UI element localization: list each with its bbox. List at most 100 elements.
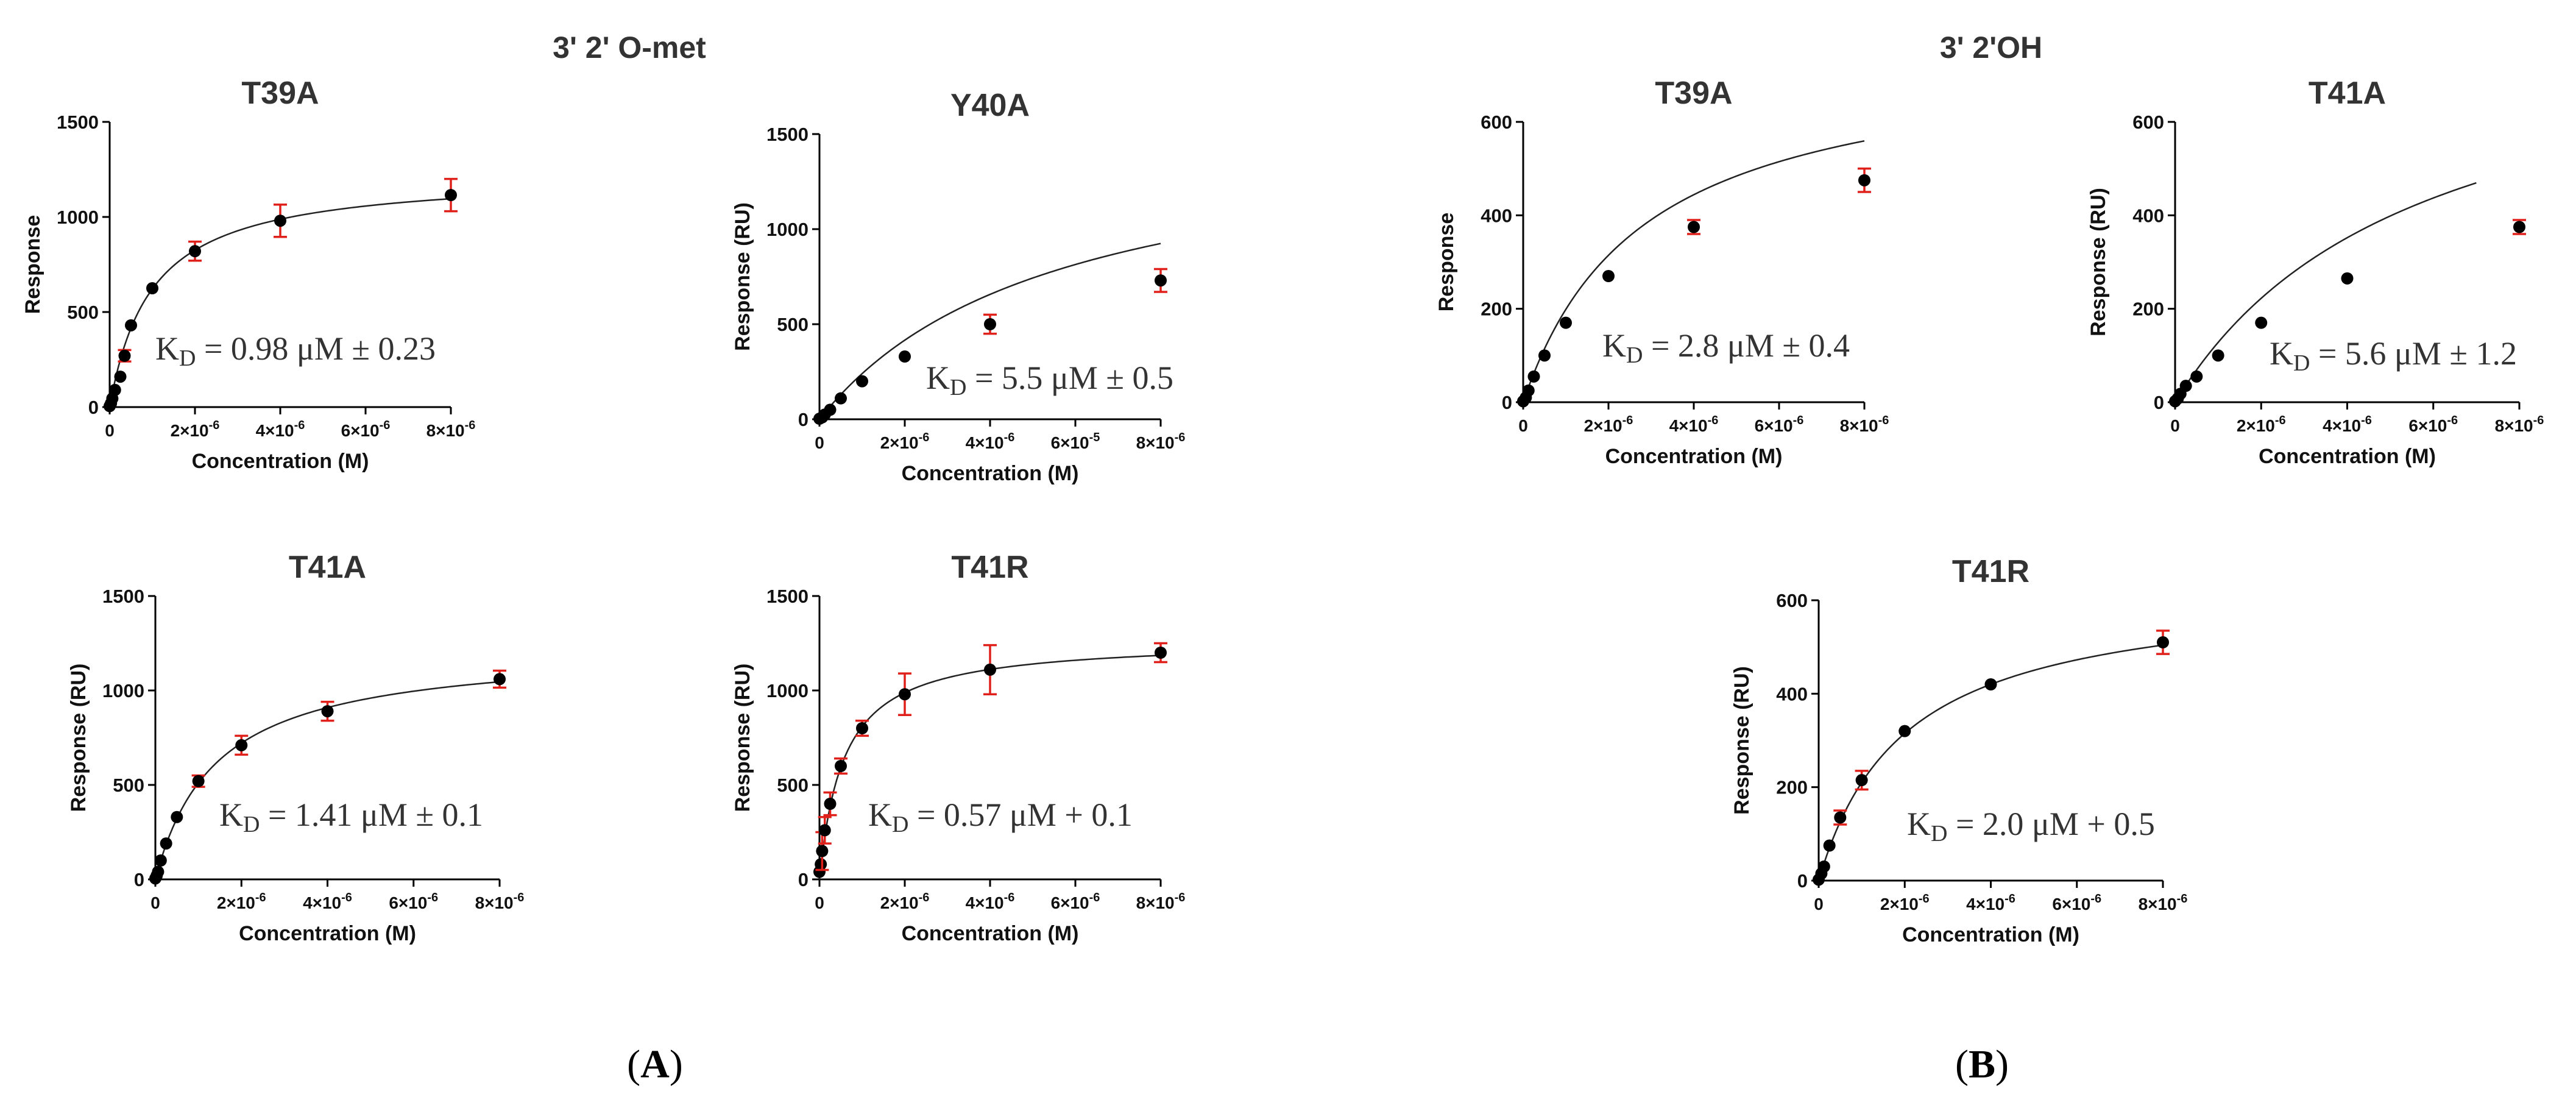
y-tick-label: 0	[1502, 392, 1512, 413]
data-point	[818, 824, 831, 837]
data-point	[2513, 221, 2525, 233]
panel-label-A: (A)	[627, 1042, 683, 1087]
data-point	[2341, 272, 2354, 285]
x-tick-label: 8×10-6	[475, 891, 525, 912]
data-point	[824, 403, 837, 416]
data-point	[2190, 370, 2203, 383]
x-tick-label: 8×10-6	[2139, 892, 2188, 914]
data-point	[1823, 839, 1836, 852]
x-axis-label: Concentration (M)	[902, 462, 1079, 485]
chart-a-t39a: T39A 0 500 1000 1500 0 2×10-6 4×10-6 6×10-6 8×10-…	[21, 76, 475, 473]
y-axis-label: Response (RU)	[1730, 666, 1753, 815]
x-tick-label: 0	[2170, 416, 2180, 435]
x-tick-label: 0	[150, 893, 160, 912]
x-tick-label: 6×10-6	[2052, 892, 2101, 914]
x-tick-label: 4×10-6	[966, 891, 1015, 912]
data-point	[274, 215, 286, 227]
y-tick-label: 1000	[57, 207, 99, 228]
chart-title: T39A	[241, 76, 319, 111]
x-axis-label: Concentration (M)	[902, 922, 1079, 945]
x-tick-label: 4×10-6	[303, 891, 352, 912]
x-tick-label: 0	[815, 433, 824, 452]
y-tick-label: 500	[777, 775, 809, 796]
kd-annotation: KD = 0.98 μM ± 0.23	[155, 330, 436, 371]
data-point	[152, 865, 165, 878]
kd-annotation: KD = 2.8 μM ± 0.4	[1602, 327, 1850, 368]
fit-curve	[819, 243, 1161, 420]
x-tick-label: 6×10-6	[341, 419, 391, 440]
data-point	[2212, 349, 2224, 362]
data-point	[118, 349, 131, 362]
chart-title: T41R	[951, 550, 1028, 585]
data-point	[108, 383, 121, 396]
x-axis-label: Concentration (M)	[239, 922, 416, 945]
y-tick-label: 500	[67, 302, 99, 323]
data-point	[146, 282, 158, 294]
data-point	[815, 858, 827, 871]
chart-b-t41r: T41R 0 200 400 600 0 2×10-6 4×10-6 6×10-6 8×10-6 C…	[1730, 554, 2187, 946]
data-point	[125, 319, 137, 332]
chart-title: T41R	[1952, 554, 2029, 589]
x-axis-label: Concentration (M)	[1902, 923, 2079, 946]
data-point	[835, 760, 847, 772]
data-point	[2157, 636, 2169, 648]
data-point	[192, 775, 205, 787]
chart-title: T39A	[1655, 76, 1732, 111]
x-tick-label: 0	[1518, 416, 1528, 435]
fit-curve	[1522, 140, 1865, 403]
x-tick-label: 2×10-6	[880, 431, 930, 452]
x-tick-label: 0	[1814, 895, 1824, 914]
x-tick-label: 4×10-6	[256, 419, 305, 440]
y-axis-label: Response (RU)	[731, 202, 754, 351]
data-point	[235, 739, 248, 751]
x-tick-label: 4×10-6	[1966, 892, 2015, 914]
kd-annotation: KD = 5.5 μM ± 0.5	[926, 360, 1173, 400]
y-tick-label: 600	[2132, 112, 2164, 133]
data-point	[154, 854, 167, 867]
chart-title: T41A	[2309, 76, 2386, 111]
chart-b-t41a: T41A 0 200 400 600 0 2×10-6 4×10-6 6×10-6 8×10-6 C…	[2087, 76, 2544, 468]
data-point	[1834, 811, 1847, 824]
data-point	[984, 663, 996, 676]
data-point	[171, 811, 183, 823]
kd-annotation: KD = 1.41 μM ± 0.1	[219, 796, 483, 837]
chart-a-t41r: T41R 0 500 1000 1500 0 2×10-6 4×10-6 6×10-6 8×10-…	[731, 550, 1185, 945]
x-tick-label: 6×10-6	[2408, 414, 2458, 435]
y-tick-label: 1000	[766, 680, 809, 701]
data-point	[445, 189, 457, 202]
data-point	[2179, 380, 2192, 392]
data-point	[114, 371, 127, 383]
x-tick-label: 8×10-6	[1136, 431, 1186, 452]
x-tick-label: 6×10-5	[1051, 431, 1100, 452]
y-tick-label: 0	[1797, 870, 1808, 892]
x-tick-label: 4×10-6	[966, 431, 1015, 452]
y-tick-label: 0	[134, 869, 144, 890]
data-point	[1602, 270, 1615, 282]
y-tick-label: 400	[1776, 683, 1808, 704]
x-tick-label: 2×10-6	[1880, 892, 1930, 914]
y-tick-label: 1500	[766, 124, 809, 145]
y-tick-label: 0	[2154, 392, 2164, 413]
y-tick-label: 400	[2132, 205, 2164, 226]
data-point	[816, 845, 829, 857]
y-tick-label: 200	[1481, 299, 1512, 320]
panel-label-B: (B)	[1955, 1042, 2009, 1087]
y-tick-label: 1000	[102, 680, 144, 701]
y-axis-label: Response (RU)	[2087, 188, 2110, 336]
chart-title: Y40A	[950, 88, 1030, 123]
data-point	[856, 722, 868, 734]
chart-title: T41A	[289, 550, 366, 585]
y-tick-label: 200	[2132, 299, 2164, 320]
x-tick-label: 8×10-6	[1840, 414, 1889, 435]
data-point	[1858, 174, 1870, 186]
chart-b-t39a: T39A 0 200 400 600 0 2×10-6 4×10-6 6×10-6 8×10-6 C…	[1435, 76, 1889, 468]
data-point	[1984, 678, 1997, 690]
x-tick-label: 0	[105, 421, 115, 440]
y-tick-label: 1000	[766, 219, 809, 240]
data-point	[1155, 274, 1167, 287]
y-tick-label: 0	[798, 869, 809, 890]
x-tick-label: 4×10-6	[1669, 414, 1719, 435]
data-point	[835, 392, 847, 405]
data-point	[160, 837, 172, 850]
section-title-A: 3' 2' O-met	[553, 30, 706, 65]
